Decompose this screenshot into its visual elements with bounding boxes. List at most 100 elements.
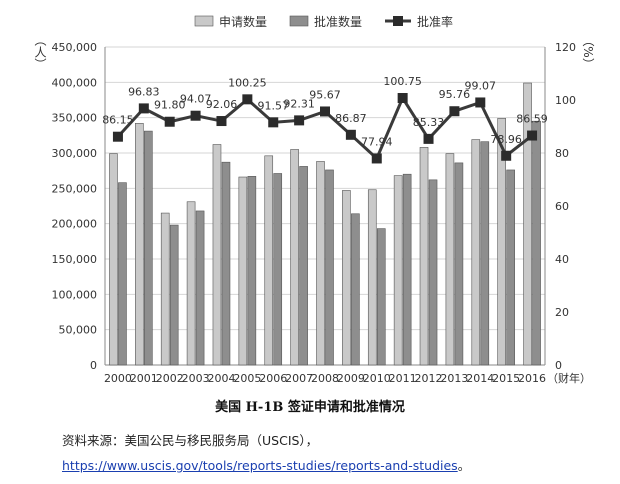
x-tick-label: 2016	[518, 372, 546, 385]
y-right-tick-label: 120	[555, 41, 576, 54]
y-left-tick-label: 400,000	[52, 76, 98, 89]
bar-applications	[186, 201, 196, 366]
x-tick-label: 2009	[337, 372, 365, 385]
bar-applications	[342, 190, 351, 366]
x-tick-label: 2004	[207, 372, 235, 385]
bar-approvals	[402, 173, 412, 366]
approval-rate-label: 91.57	[257, 99, 289, 112]
bar-applications	[471, 139, 481, 366]
approval-rate-marker	[216, 116, 227, 127]
legend-label-approval-rate: 批准率	[417, 14, 453, 29]
x-tick-label: 2002	[156, 372, 184, 385]
bar-approvals	[480, 141, 490, 366]
approval-rate-label: 94.07	[180, 93, 212, 106]
x-tick-label: 2007	[285, 372, 313, 385]
legend-swatch-approvals	[289, 15, 309, 27]
bar-applications	[238, 176, 248, 366]
bar-applications	[109, 153, 118, 366]
bar-approvals	[299, 166, 308, 366]
bar-approvals	[169, 224, 179, 366]
approval-rate-label: 92.31	[283, 97, 315, 110]
bar-applications	[135, 123, 144, 366]
x-tick-label: 2003	[182, 372, 210, 385]
y-right-tick-label: 80	[555, 147, 569, 160]
x-tick-label: 2012	[415, 372, 443, 385]
approval-rate-label: 99.07	[465, 79, 497, 92]
approval-rate-marker	[320, 106, 330, 117]
bar-applications	[212, 144, 222, 366]
x-tick-label: 2005	[233, 372, 261, 385]
approval-rate-marker	[475, 97, 486, 108]
bar-approvals	[532, 120, 541, 366]
bar-approvals	[195, 210, 205, 366]
bar-approvals	[376, 228, 386, 366]
legend-label-approvals: 批准数量	[314, 14, 362, 29]
bar-applications	[419, 147, 429, 366]
bar-approvals	[454, 162, 464, 366]
chart-caption: 美国 H-1B 签证申请和批准情况	[215, 400, 405, 415]
approval-rate-label: 96.83	[128, 85, 160, 98]
approval-rate-label: 92.06	[206, 98, 238, 111]
bar-approvals	[325, 169, 334, 366]
legend-swatch-marker	[393, 16, 403, 26]
y-left-tick-label: 450,000	[52, 41, 98, 54]
y-left-tick-label: 200,000	[52, 218, 98, 231]
approval-rate-label: 95.67	[309, 88, 341, 101]
approval-rate-label: 77.94	[361, 135, 393, 148]
approval-rate-label: 91.80	[154, 99, 186, 112]
bar-approvals	[247, 176, 257, 366]
approval-rate-marker	[397, 93, 408, 104]
bar-applications	[264, 155, 274, 366]
y-left-tick-label: 0	[90, 359, 97, 372]
approval-rate-marker	[242, 94, 253, 105]
x-tick-label: 2014	[466, 372, 494, 385]
source-link[interactable]: https://www.uscis.gov/tools/reports-stud…	[62, 458, 458, 473]
approval-rate-marker	[371, 153, 382, 164]
approval-rate-marker	[112, 131, 123, 142]
chart: 0 50,000 100,000 150,000 200,000 250,000 300,0…	[33, 14, 595, 385]
y-right-tick-label: 60	[555, 200, 569, 213]
y-right-tick-label: 40	[555, 253, 569, 266]
approval-rate-marker	[449, 106, 460, 117]
legend-label-applications: 申请数量	[219, 14, 267, 29]
bar-applications	[393, 175, 403, 366]
bar-applications	[316, 161, 325, 366]
x-tick-label: 2001	[130, 372, 158, 385]
bar-applications	[367, 189, 377, 366]
y-right-tick-label: 100	[555, 94, 576, 107]
x-tick-label: 2006	[259, 372, 287, 385]
y-right-tick-label: 0	[555, 359, 562, 372]
y-left-tick-label: 350,000	[52, 112, 98, 125]
y-right-tick-label: 20	[555, 306, 569, 319]
source-url-line: https://www.uscis.gov/tools/reports-stud…	[62, 455, 470, 474]
x-tick-label: 2011	[389, 372, 417, 385]
source-url-suffix: 。	[457, 458, 471, 473]
y-left-tick-label: 150,000	[52, 253, 98, 266]
bar-approvals	[428, 179, 438, 366]
approval-rate-marker	[138, 103, 149, 114]
y-right-unit: （%）	[581, 34, 595, 69]
bar-approvals	[506, 169, 515, 366]
bar-approvals	[221, 161, 231, 366]
approval-rate-marker	[527, 130, 538, 141]
bar-applications	[160, 212, 170, 366]
source-text: 资料来源：美国公民与移民服务局（USCIS），	[62, 433, 319, 448]
approval-rate-marker	[294, 115, 305, 126]
approval-rate-label: 85.33	[413, 116, 445, 129]
x-tick-label: 2000	[104, 372, 132, 385]
x-tick-label: 2015	[492, 372, 520, 385]
bar-approvals	[144, 130, 153, 366]
x-unit: （财年）	[547, 371, 591, 385]
approval-rate-label: 86.15	[102, 114, 134, 127]
bar-applications	[445, 153, 455, 366]
bar-approvals	[118, 182, 127, 366]
bar-applications	[523, 82, 532, 366]
approval-rate-marker	[190, 110, 201, 121]
approval-rate-label: 100.25	[228, 76, 267, 89]
approval-rate-label: 100.75	[383, 75, 422, 88]
approval-rate-label: 86.59	[516, 113, 548, 126]
y-left-tick-label: 300,000	[52, 147, 98, 160]
bar-applications	[290, 149, 299, 366]
approval-rate-label: 95.76	[439, 88, 471, 101]
approval-rate-marker	[345, 129, 356, 140]
